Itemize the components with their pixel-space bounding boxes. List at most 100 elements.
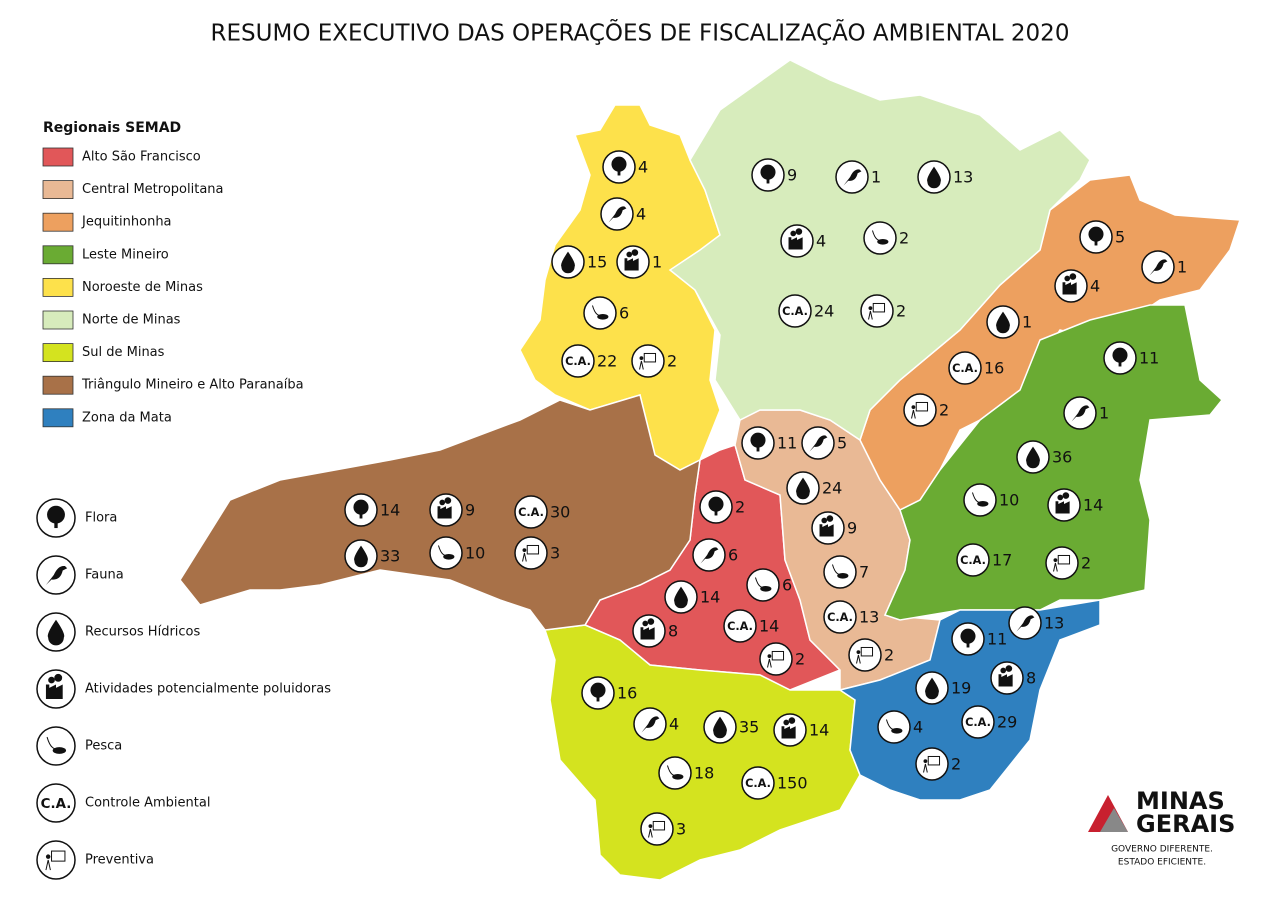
legend-swatch [42,147,74,167]
icon [1103,341,1137,375]
count-label: 1 [1099,404,1109,423]
icon-shape [796,477,810,500]
icon-shape [783,719,790,726]
icon-circle [948,351,982,385]
icon-shape [915,401,929,412]
icon-circle [658,756,692,790]
count-label: 1 [1177,258,1187,277]
icon: C.A. [514,495,548,529]
icon-shape [639,356,644,361]
icon-shape [1112,347,1128,363]
count-label: 33 [380,547,400,566]
icon-shape [713,716,727,739]
legend-label: Central Metropolitana [82,182,224,197]
legend-swatch [42,212,74,232]
legend-label: Norte de Minas [82,313,181,328]
count-label: 2 [896,302,906,321]
icon [551,245,585,279]
icon-shape [856,650,861,655]
icon [699,490,733,524]
region-area [883,304,1224,621]
icon-symbol: C.A. [745,777,771,790]
count-label: 30 [550,503,570,522]
icon: C.A. [948,351,982,385]
icon [746,568,780,602]
icon-shape [526,544,540,555]
legend-swatch [42,408,74,428]
count-label: 4 [669,715,679,734]
icon [848,638,882,672]
icon-shape [1053,562,1058,572]
icon-shape [561,251,575,274]
icon-symbol: C.A. [518,506,544,519]
region-area [838,599,1101,801]
icon [632,614,666,648]
icon [917,160,951,194]
icon [633,707,667,741]
icon-shape [843,169,862,186]
icon [36,555,76,595]
icon [1047,488,1081,522]
icon-shape [47,505,65,524]
count-label: 9 [465,501,475,520]
icon-shape [877,238,889,245]
icon-shape [1071,405,1090,422]
icon [429,493,463,527]
icon [616,245,650,279]
icon-shape [672,773,684,780]
icon [963,483,997,517]
icon-shape [626,251,633,258]
icon [600,197,634,231]
icon-shape [760,164,776,180]
count-label: 6 [782,576,792,595]
logo-mark [1100,808,1128,832]
icon [863,221,897,255]
icon-shape [923,763,928,773]
legend-label: Alto São Francisco [82,150,201,165]
icon-shape [353,499,369,515]
count-label: 13 [1044,614,1064,633]
icon [658,756,692,790]
count-label: 10 [465,544,485,563]
icon [811,511,845,545]
icon-shape [611,156,627,172]
count-label: 19 [951,679,971,698]
count-label: 16 [617,684,637,703]
count-label: 14 [1083,496,1103,515]
count-label: 6 [619,304,629,323]
icon-symbol: C.A. [965,716,991,729]
count-label: 14 [809,721,829,740]
icon [631,344,665,378]
icon [877,710,911,744]
icon-shape [45,854,51,859]
icon [344,493,378,527]
count-label: 2 [667,352,677,371]
icon-shape [856,654,861,664]
legend-swatch [42,245,74,265]
icon-symbol: C.A. [727,620,753,633]
icon-circle [514,495,548,529]
count-label: 5 [1115,228,1125,247]
icon [36,669,76,709]
logo-text: GERAIS [1136,810,1235,838]
icon-symbol: C.A. [952,362,978,375]
icon-shape [1062,282,1077,295]
icon-legend-label: Flora [85,511,117,526]
count-label: 3 [676,820,686,839]
icon-shape [48,676,55,684]
icon-shape [790,230,797,237]
count-label: 8 [1026,669,1036,688]
count-label: 150 [777,774,808,793]
icon [823,555,857,589]
count-label: 22 [597,352,617,371]
icon-shape [1149,259,1168,276]
icon [773,713,807,747]
icon-shape [788,717,796,724]
icon-shape [923,759,928,764]
count-label: 10 [999,491,1019,510]
icon-circle [36,726,76,766]
count-label: 11 [777,434,797,453]
legend-swatch [42,310,74,330]
icon-circle [823,555,857,589]
